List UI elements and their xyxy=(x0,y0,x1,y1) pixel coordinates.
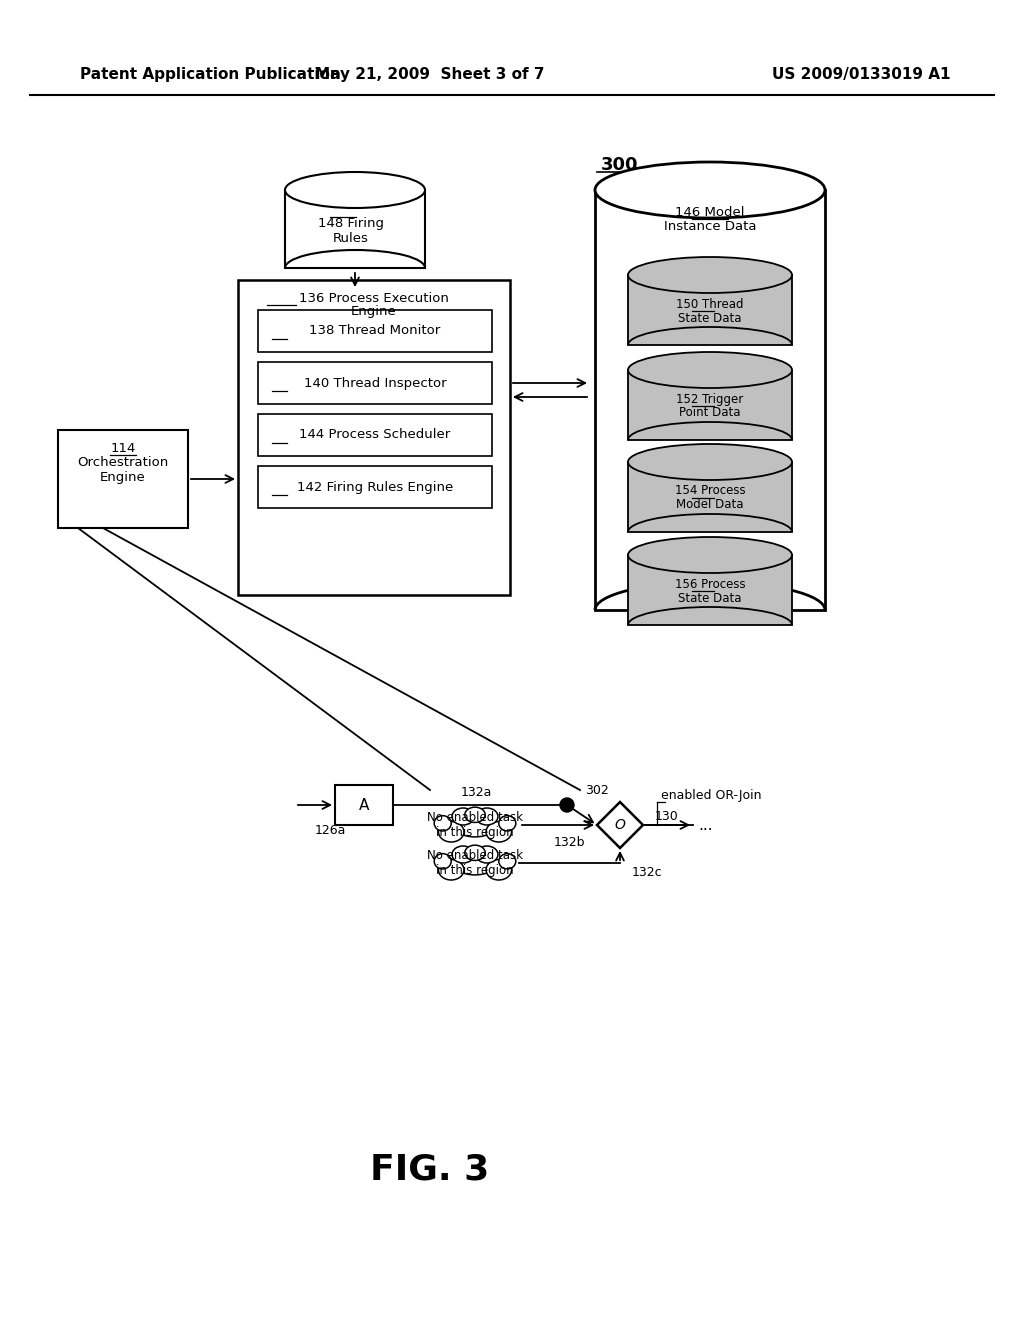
Text: 132b: 132b xyxy=(553,837,585,850)
Text: Engine: Engine xyxy=(100,471,145,484)
Ellipse shape xyxy=(499,816,516,832)
Text: 300: 300 xyxy=(601,156,639,174)
Text: enabled OR-Join: enabled OR-Join xyxy=(662,788,762,801)
Text: May 21, 2009  Sheet 3 of 7: May 21, 2009 Sheet 3 of 7 xyxy=(315,67,545,82)
Text: No enabled task
in this region: No enabled task in this region xyxy=(427,849,523,876)
Text: Point Data: Point Data xyxy=(679,407,740,420)
Text: State Data: State Data xyxy=(678,591,741,605)
Ellipse shape xyxy=(285,172,425,209)
Bar xyxy=(628,554,792,624)
Text: No enabled task
in this region: No enabled task in this region xyxy=(427,810,523,840)
Text: 126a: 126a xyxy=(314,824,346,837)
Text: 132a: 132a xyxy=(461,787,492,800)
Ellipse shape xyxy=(438,821,464,842)
Text: O: O xyxy=(614,818,626,832)
Circle shape xyxy=(560,799,574,812)
Ellipse shape xyxy=(465,845,485,861)
Text: 136 Process Execution: 136 Process Execution xyxy=(299,292,449,305)
Ellipse shape xyxy=(453,813,497,837)
Ellipse shape xyxy=(434,854,452,869)
Ellipse shape xyxy=(499,854,516,869)
Ellipse shape xyxy=(452,846,474,863)
Bar xyxy=(258,466,492,508)
Ellipse shape xyxy=(628,257,792,293)
Text: US 2009/0133019 A1: US 2009/0133019 A1 xyxy=(771,67,950,82)
Text: Model Data: Model Data xyxy=(676,499,743,511)
Bar xyxy=(628,275,792,345)
Text: 156 Process: 156 Process xyxy=(675,578,745,590)
Text: Rules: Rules xyxy=(333,232,369,246)
Text: 144 Process Scheduler: 144 Process Scheduler xyxy=(299,429,451,441)
Bar xyxy=(335,785,393,825)
Bar xyxy=(285,190,425,268)
Text: 146 Model: 146 Model xyxy=(675,206,744,219)
Text: 130: 130 xyxy=(655,810,679,824)
Text: 132c: 132c xyxy=(632,866,663,879)
Bar xyxy=(628,370,792,440)
Bar xyxy=(58,430,188,528)
Text: Engine: Engine xyxy=(351,305,397,318)
Ellipse shape xyxy=(438,859,464,880)
Bar xyxy=(258,310,492,352)
Text: State Data: State Data xyxy=(678,312,741,325)
Ellipse shape xyxy=(476,808,498,825)
Ellipse shape xyxy=(486,821,512,842)
Text: Orchestration: Orchestration xyxy=(78,457,169,470)
Ellipse shape xyxy=(452,808,474,825)
Text: 148 Firing: 148 Firing xyxy=(318,218,384,231)
Text: 140 Thread Inspector: 140 Thread Inspector xyxy=(304,376,446,389)
Ellipse shape xyxy=(465,807,485,822)
Bar xyxy=(258,414,492,455)
Text: 114: 114 xyxy=(111,441,136,454)
Text: Instance Data: Instance Data xyxy=(664,220,757,234)
Bar xyxy=(628,462,792,532)
Text: FIG. 3: FIG. 3 xyxy=(371,1152,489,1187)
Text: 302: 302 xyxy=(585,784,608,796)
Text: 138 Thread Monitor: 138 Thread Monitor xyxy=(309,325,440,338)
Text: ...: ... xyxy=(698,817,713,833)
Ellipse shape xyxy=(434,816,452,832)
Ellipse shape xyxy=(628,444,792,480)
Text: A: A xyxy=(358,797,370,813)
Polygon shape xyxy=(597,803,643,847)
Text: 142 Firing Rules Engine: 142 Firing Rules Engine xyxy=(297,480,454,494)
Ellipse shape xyxy=(595,162,825,218)
Ellipse shape xyxy=(628,537,792,573)
Ellipse shape xyxy=(453,851,497,875)
Text: 150 Thread: 150 Thread xyxy=(676,297,743,310)
Ellipse shape xyxy=(486,859,512,880)
Ellipse shape xyxy=(628,352,792,388)
Text: 152 Trigger: 152 Trigger xyxy=(677,392,743,405)
Bar xyxy=(595,190,825,610)
Bar xyxy=(238,280,510,595)
Ellipse shape xyxy=(476,846,498,863)
Text: 154 Process: 154 Process xyxy=(675,484,745,498)
Text: Patent Application Publication: Patent Application Publication xyxy=(80,67,341,82)
Bar xyxy=(258,362,492,404)
